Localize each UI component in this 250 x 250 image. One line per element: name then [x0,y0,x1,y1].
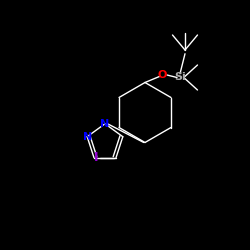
Text: N: N [100,119,110,129]
Text: I: I [94,151,98,164]
Text: O: O [158,70,167,80]
Text: Si: Si [174,72,186,83]
Text: N: N [82,132,92,142]
